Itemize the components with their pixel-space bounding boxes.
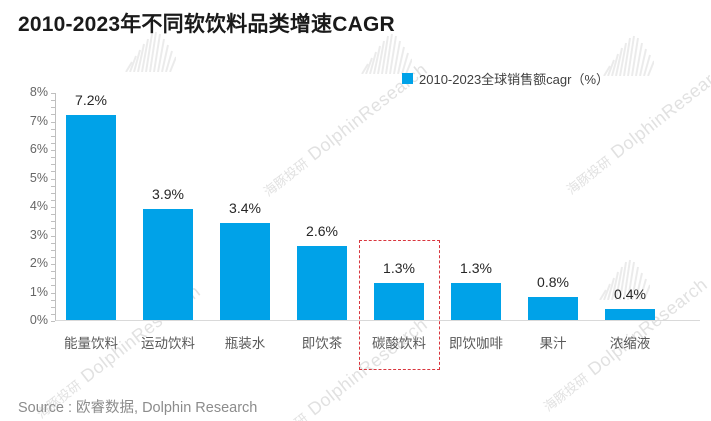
bar-5 [451,282,501,320]
bar-7 [605,308,655,320]
y-axis-tick [51,192,55,194]
highlight-dashed-box [358,239,440,370]
y-axis-tick [51,249,55,251]
y-axis-tick [51,135,55,137]
bar-value-label: 0.8% [537,274,569,291]
y-axis-tick [51,278,55,280]
x-axis-label: 即饮咖啡 [449,336,503,351]
bar-value-label: 1.3% [383,259,415,276]
bar-6 [528,297,578,320]
y-axis-label: 5% [29,170,48,185]
y-axis-label: 1% [29,284,48,299]
chart-title: 2010-2023年不同软饮料品类增速CAGR [18,13,395,36]
x-axis-label: 能量饮料 [64,336,118,351]
y-axis-tick [51,228,55,230]
legend-swatch-icon [402,73,413,84]
y-axis-tick [51,235,55,237]
y-axis-tick [51,256,55,258]
bar-value-label: 0.4% [614,285,646,302]
y-axis-tick [51,214,55,216]
y-axis-tick [51,157,55,159]
y-axis-tick [51,199,55,201]
bar-value-label: 1.3% [460,259,492,276]
plot-area: 0% 1% 2% 3% 4% 5% 6% 7% 8% 7.2% 能量饮料 3.9% 运动饮料 3.4% 瓶装… [30,85,700,370]
y-axis-tick [51,271,55,273]
y-axis-tick [51,285,55,287]
source-note: Source : 欧睿数据, Dolphin Research [18,400,258,416]
y-axis-label: 7% [29,113,48,128]
y-axis-tick [51,264,55,265]
y-axis-tick [51,292,55,294]
y-axis-tick [51,321,55,322]
y-axis-tick [51,171,55,173]
y-axis-label: 4% [29,199,48,213]
x-axis-label: 瓶装水 [224,336,266,351]
y-axis-tick [51,142,55,144]
y-axis-tick [51,178,55,180]
x-axis-label: 浓缩液 [609,336,651,351]
bar-2 [220,223,270,320]
y-axis-label: 2% [29,256,48,270]
y-axis-tick [51,164,55,166]
x-axis-label: 即饮茶 [301,336,343,351]
bar-value-label: 3.4% [229,200,261,217]
y-axis-tick [51,299,55,301]
bar-value-label: 2.6% [306,222,338,239]
y-axis-tick [51,242,55,244]
y-axis-tick [51,114,55,116]
legend: 2010-2023全球销售额cagr（%） [402,69,609,88]
bar-4 [374,282,424,320]
watermark-cn: 海豚投研 [261,411,311,421]
y-axis-tick [51,121,55,123]
legend-label: 2010-2023全球销售额cagr（%） [419,72,610,87]
y-axis-label: 0% [29,313,48,327]
y-axis-tick [51,100,55,102]
y-axis-tick [51,306,55,308]
y-axis-tick [51,150,55,151]
y-axis-label: 8% [29,85,48,99]
x-axis-label: 运动饮料 [141,336,195,351]
watermark-cn: 海豚投研 [540,370,592,415]
y-axis-tick [51,93,55,94]
bar-0 [66,114,116,320]
y-axis-tick [51,107,55,109]
y-axis-tick [51,313,55,315]
y-axis-tick [51,128,55,130]
y-axis-tick [51,207,55,208]
x-axis-label: 碳酸饮料 [372,336,426,351]
y-axis-label: 6% [29,142,48,156]
y-axis-label: 3% [29,227,48,242]
bar-3 [297,245,347,320]
bar-value-label: 3.9% [152,185,184,202]
bar-1 [143,208,193,320]
x-axis-label: 果汁 [539,336,567,351]
y-axis-tick [51,221,55,223]
bar-value-label: 7.2% [75,91,107,108]
y-axis-tick [51,185,55,187]
